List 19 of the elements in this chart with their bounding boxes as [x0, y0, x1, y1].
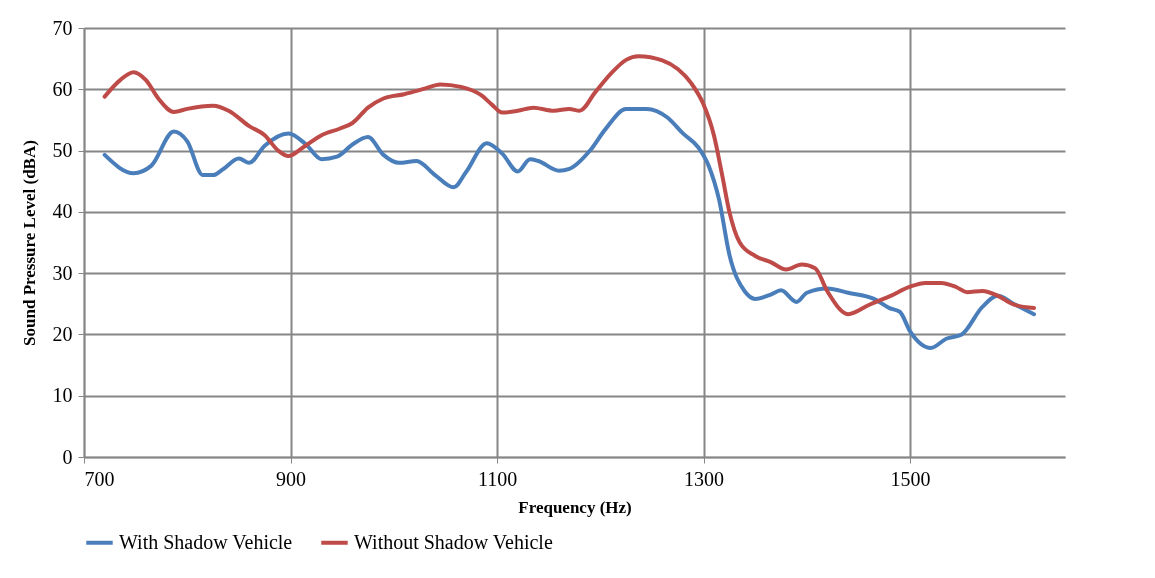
y-tick-label: 70 [52, 16, 73, 39]
y-tick-label: 40 [52, 200, 73, 223]
x-tick-label: 1300 [684, 467, 725, 490]
y-tick-label: 30 [52, 261, 73, 284]
legend-label: Without Shadow Vehicle [354, 530, 553, 553]
x-axis-title: Frequency (Hz) [518, 497, 632, 517]
y-tick-label: 20 [52, 322, 73, 345]
y-tick-label: 0 [62, 445, 73, 468]
x-tick-label: 900 [276, 467, 307, 490]
y-axis-title: Sound Pressure Level (dBA) [19, 140, 39, 346]
x-tick-label: 700 [84, 467, 115, 490]
legend-label: With Shadow Vehicle [119, 530, 293, 553]
y-tick-label: 50 [52, 139, 73, 162]
line-series [102, 106, 1037, 350]
y-tick-label: 60 [52, 77, 73, 100]
y-tick-label: 10 [52, 384, 73, 407]
x-tick-label: 1100 [477, 467, 518, 490]
line-series [102, 54, 1037, 317]
x-tick-label: 1500 [890, 467, 931, 490]
